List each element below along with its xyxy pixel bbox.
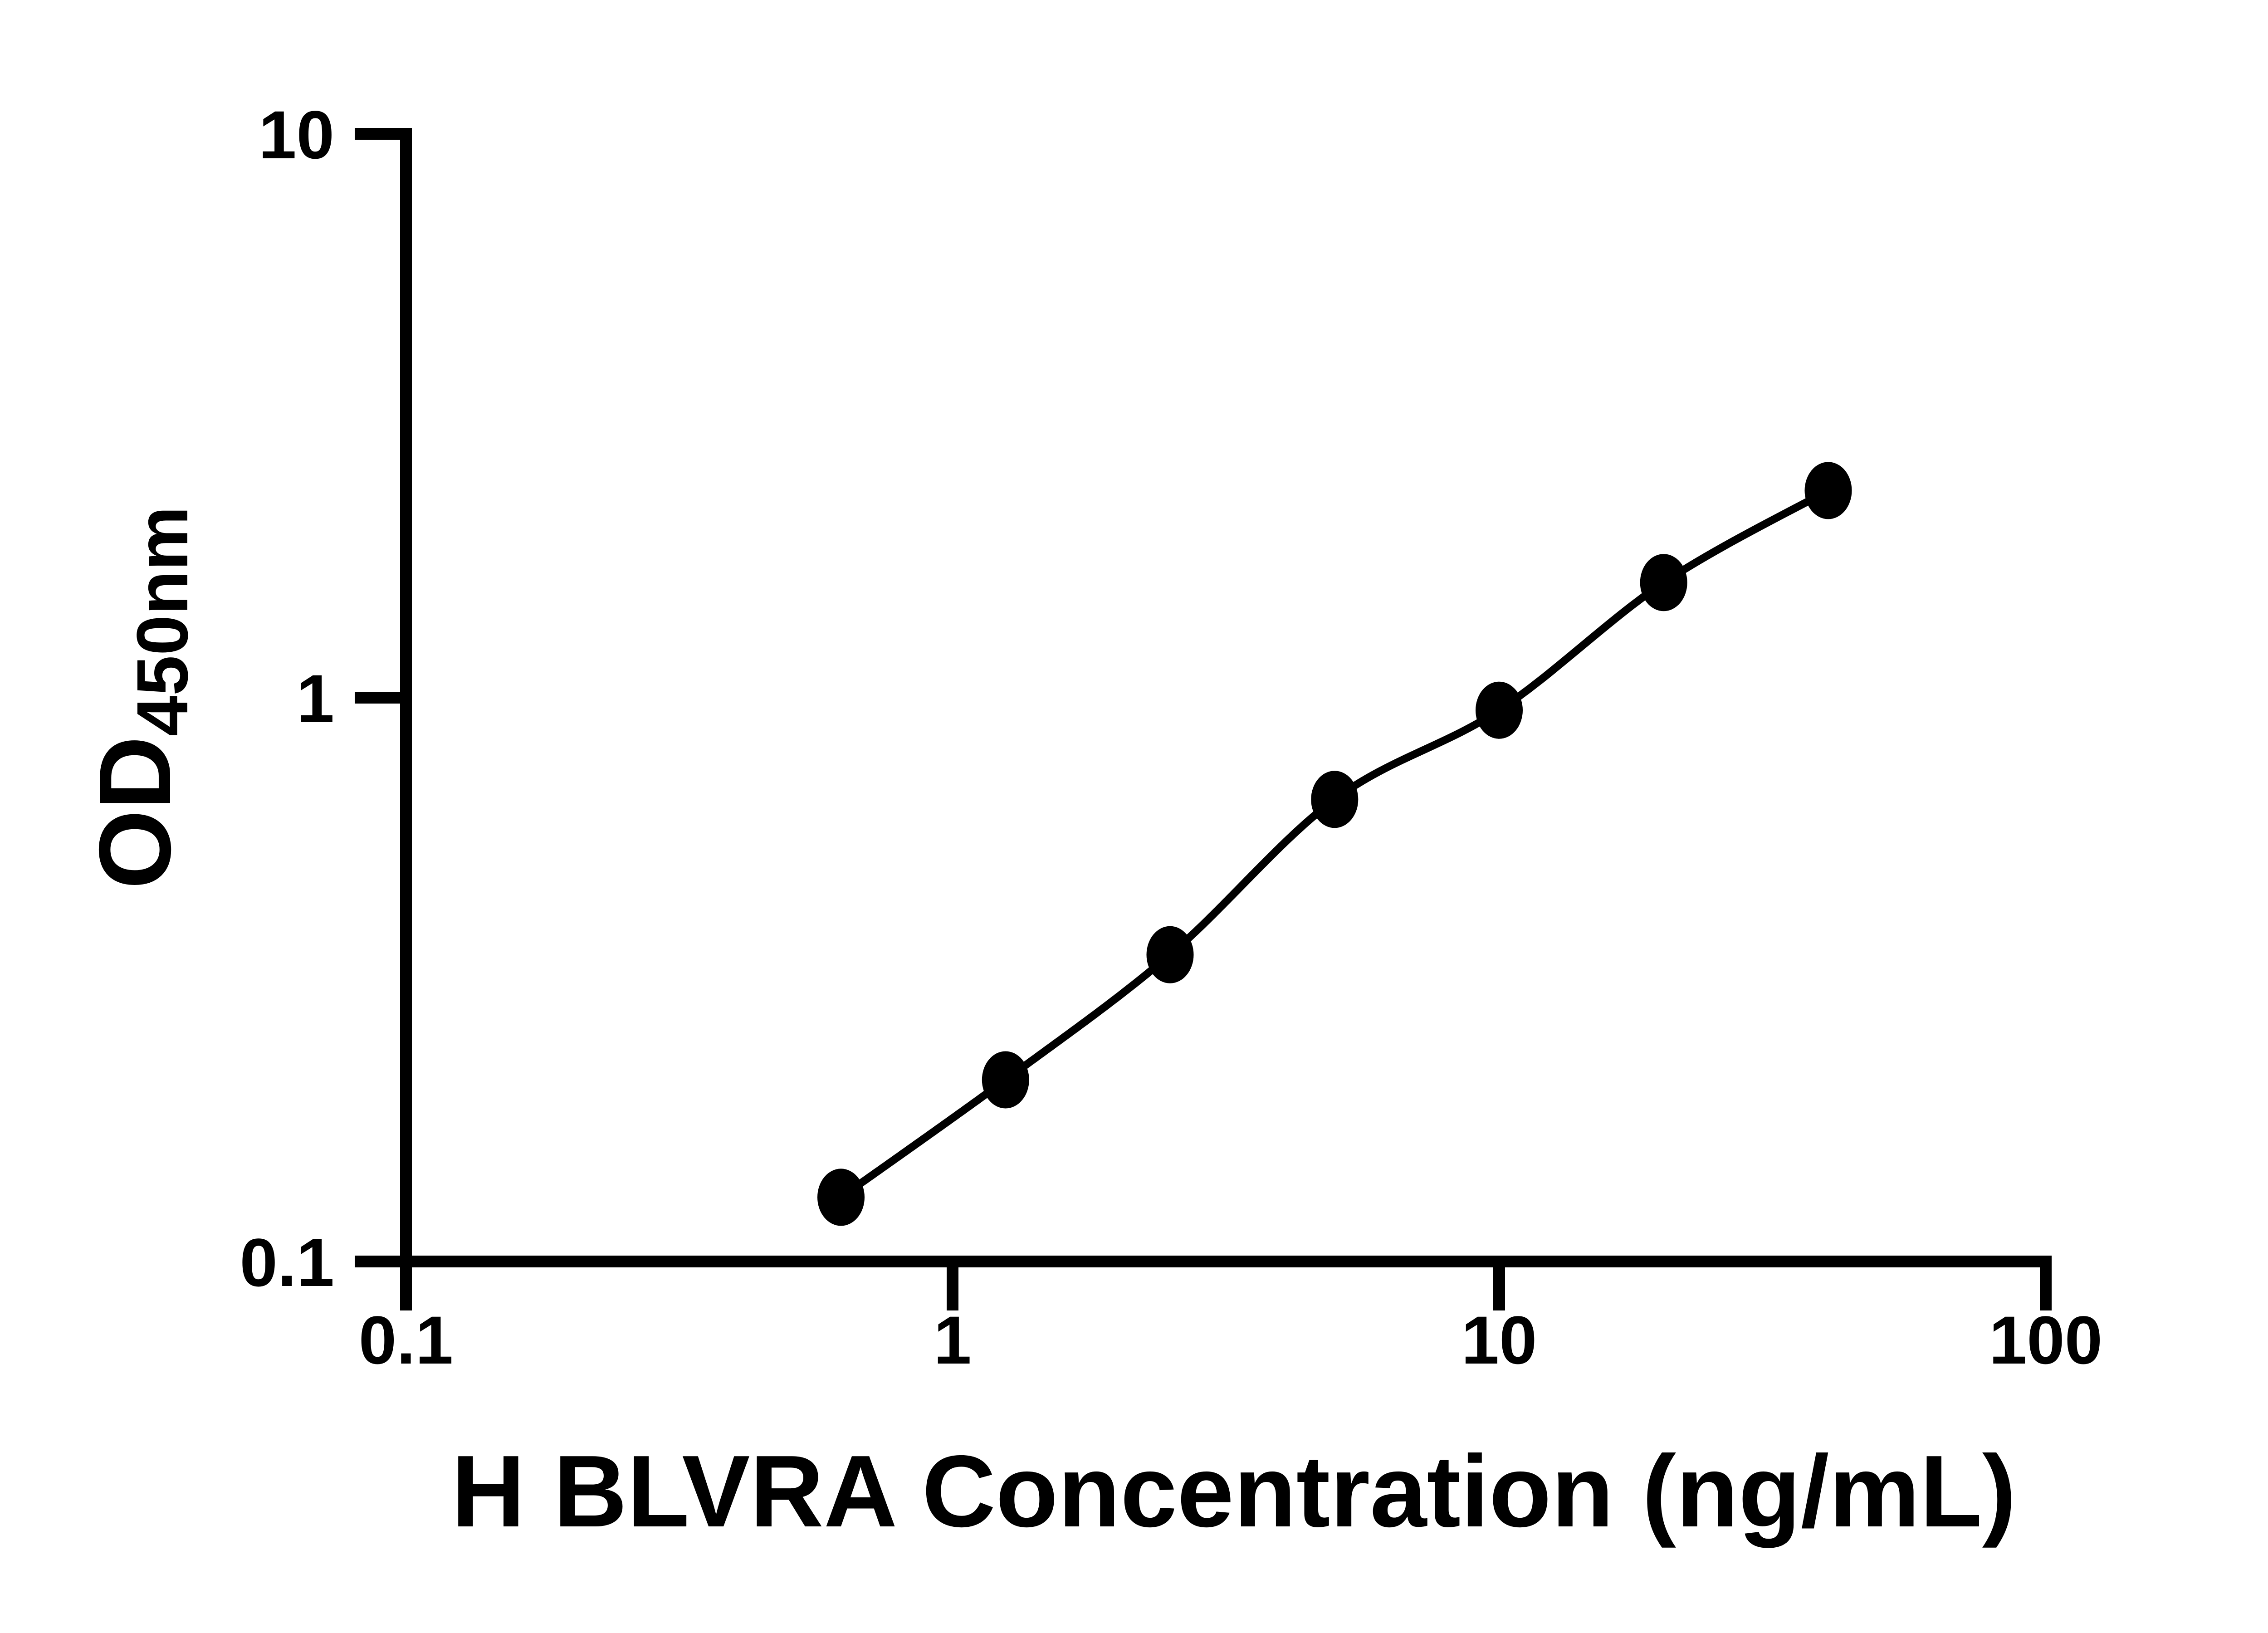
data-point-marker (982, 1051, 1029, 1109)
x-tick-label: 100 (1989, 1302, 2102, 1378)
y-axis-title-main: OD (78, 736, 192, 890)
y-tick-label: 10 (259, 97, 334, 173)
data-point-marker (1476, 681, 1523, 739)
x-tick (2040, 1267, 2052, 1310)
data-point-marker (1640, 554, 1687, 611)
y-tick-label: 0.1 (240, 1224, 334, 1301)
y-tick-label: 1 (297, 660, 334, 737)
x-axis-line (355, 1256, 2052, 1267)
tick-labels: 0.1 1 10 0.1 1 10 100 (240, 97, 2102, 1378)
data-point-marker (1311, 771, 1359, 828)
y-tick (355, 692, 400, 704)
y-axis-line (400, 128, 412, 1310)
x-tick-label: 10 (1461, 1302, 1537, 1378)
data-point-marker (1804, 462, 1852, 519)
data-points (817, 462, 1852, 1226)
x-tick (947, 1267, 958, 1310)
x-axis-title: H BLVRA Concentration (ng/mL) (451, 1434, 2016, 1548)
y-tick (355, 128, 400, 140)
x-tick-label: 1 (934, 1302, 971, 1378)
y-axis-title-sub: 450nm (122, 506, 203, 736)
axes (355, 128, 2052, 1310)
y-axis-title: OD450nm (78, 506, 203, 889)
data-point-marker (817, 1169, 865, 1226)
data-point-marker (1146, 926, 1194, 983)
x-tick (1493, 1267, 1505, 1310)
x-tick-label: 0.1 (359, 1302, 454, 1378)
